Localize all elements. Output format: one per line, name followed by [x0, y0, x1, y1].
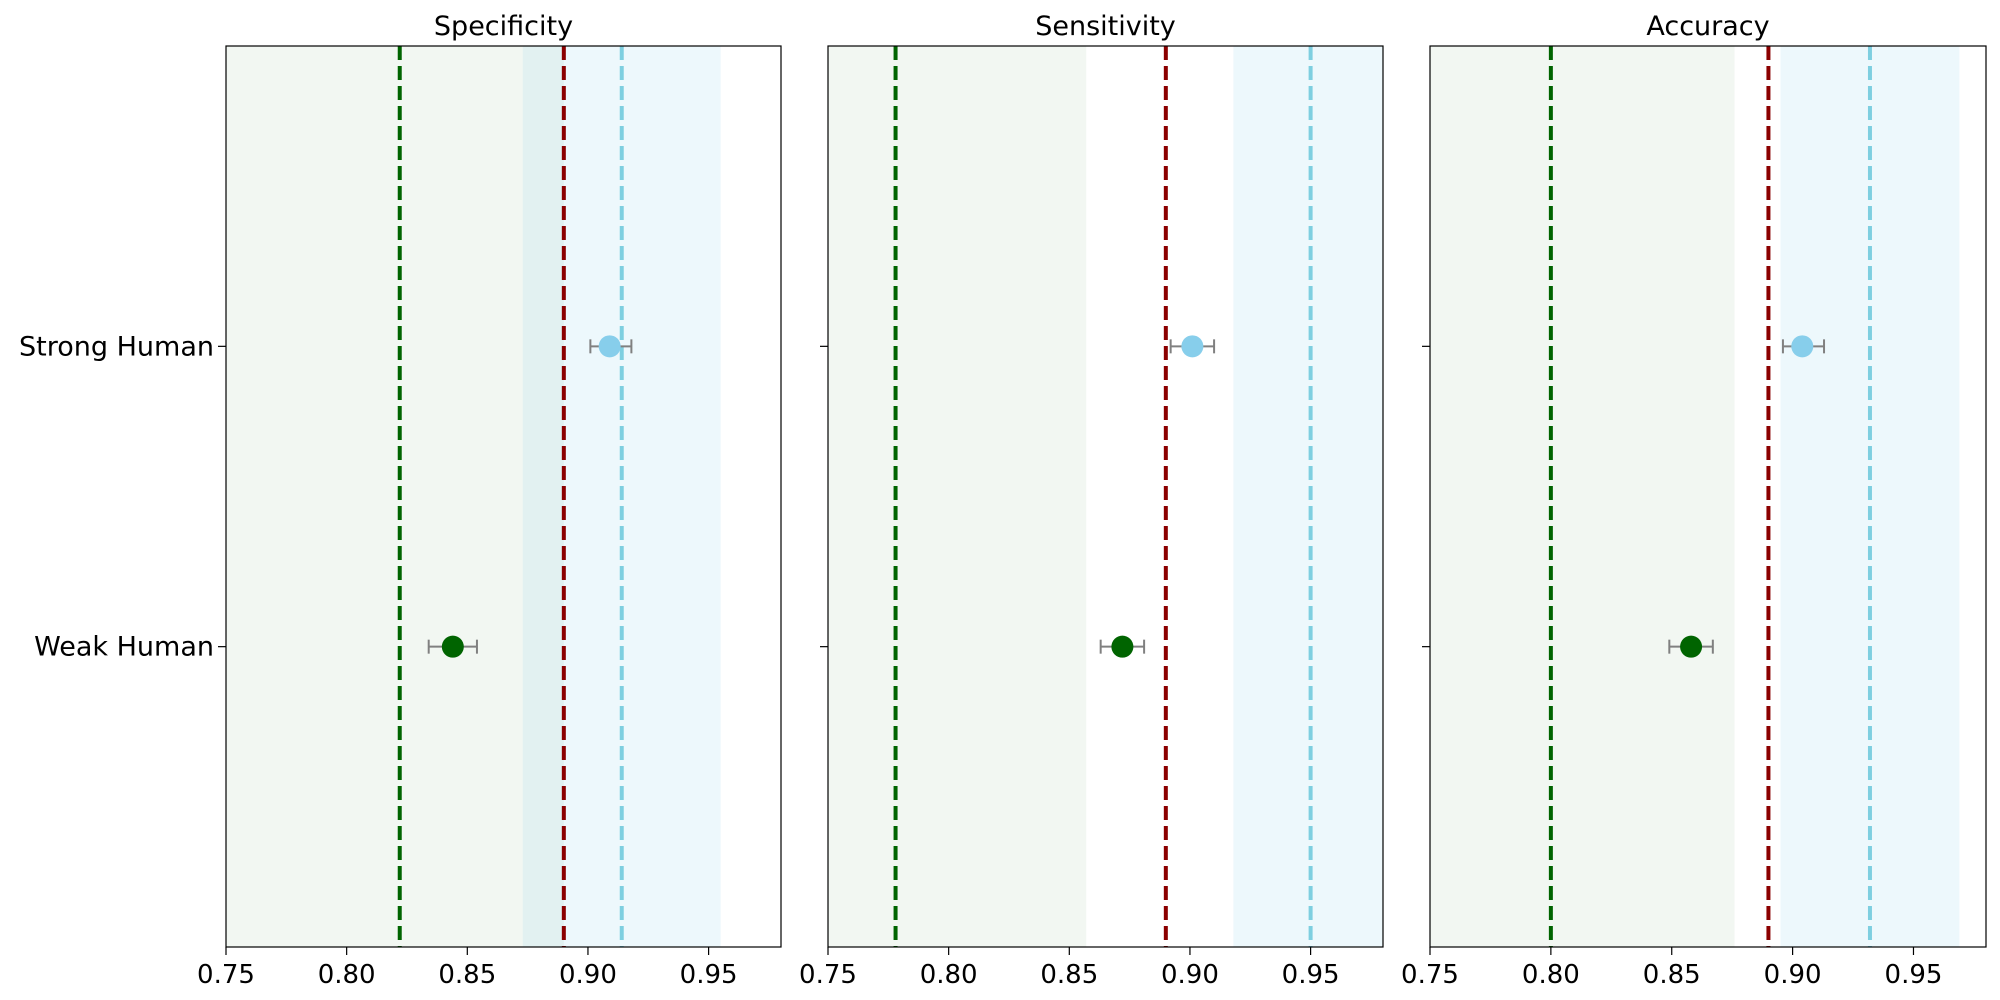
x-tick-label: 0.75 [799, 960, 857, 990]
x-tick-label: 0.85 [438, 960, 496, 990]
axes-frame [1429, 45, 1987, 948]
x-tick-label: 0.80 [1522, 960, 1580, 990]
panel-title: Sensitivity [1035, 11, 1176, 42]
panel-accuracy: Accuracy 0.75 0.80 0.85 0.90 0.95 [1401, 11, 1987, 990]
data-point [1111, 635, 1134, 658]
shaded-band [1233, 46, 1383, 947]
data-point [598, 335, 621, 358]
x-tick-label: 0.90 [1161, 960, 1219, 990]
x-tick-label: 0.75 [1401, 960, 1459, 990]
data-point [1181, 335, 1204, 358]
x-tick-label: 0.95 [1282, 960, 1340, 990]
y-tick-label: Weak Human [34, 632, 214, 663]
shaded-band [1430, 46, 1735, 947]
x-tick-label: 0.90 [1764, 960, 1822, 990]
shaded-band [226, 46, 564, 947]
panel-title: Specificity [434, 11, 573, 42]
data-point [1680, 635, 1703, 658]
axes-frame [225, 45, 782, 948]
panel-title: Accuracy [1646, 11, 1769, 42]
data-point [1791, 335, 1814, 358]
x-tick-label: 0.95 [680, 960, 738, 990]
data-point [441, 635, 464, 658]
x-tick-label: 0.80 [920, 960, 978, 990]
axes-frame [827, 45, 1384, 948]
panel-sensitivity: Sensitivity 0.75 0.80 0.85 0.90 0.95 [799, 11, 1384, 990]
x-tick-label: 0.80 [318, 960, 376, 990]
x-tick-label: 0.95 [1885, 960, 1943, 990]
x-tick-label: 0.75 [197, 960, 255, 990]
x-tick-label: 0.85 [1643, 960, 1701, 990]
shaded-band [828, 46, 1087, 947]
panel-specificity: Specificity 0.75 0.80 0.85 0.90 0.95 Strong H… [19, 11, 782, 990]
x-tick-label: 0.90 [559, 960, 617, 990]
y-tick-label: Strong Human [19, 331, 214, 362]
x-tick-label: 0.85 [1040, 960, 1098, 990]
